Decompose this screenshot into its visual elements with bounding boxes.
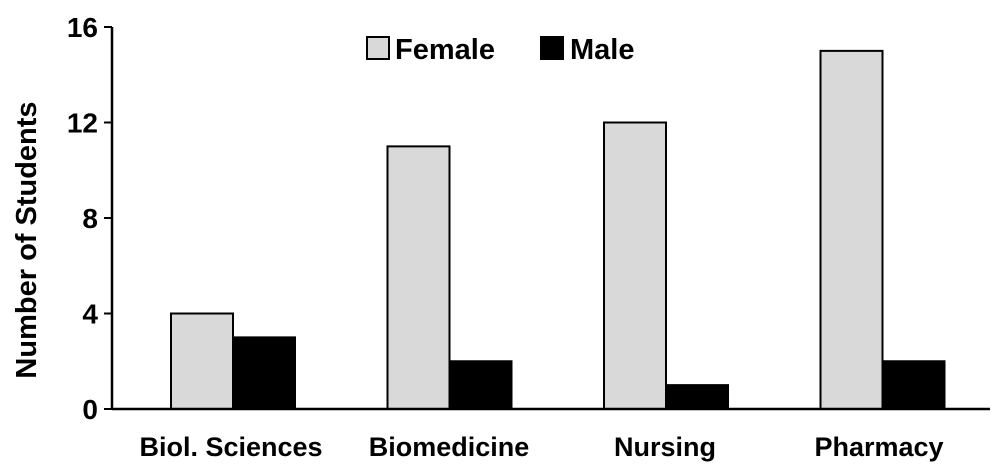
x-tick-label: Biol. Sciences [139, 432, 322, 462]
bar-male-2 [665, 384, 729, 410]
bar-female-3 [819, 49, 884, 410]
axes [110, 27, 990, 411]
y-axis-title-group: Number of Students [11, 101, 43, 378]
bar-female-2 [603, 121, 667, 410]
bar-male-1 [448, 360, 513, 410]
y-axis-ticks: 0 4 8 12 16 [67, 12, 112, 425]
y-tick-label: 8 [82, 203, 98, 234]
y-tick-label: 4 [82, 299, 98, 330]
y-tick-label: 16 [67, 12, 98, 43]
bar-male-0 [232, 336, 296, 410]
x-tick-label: Nursing [614, 432, 716, 462]
x-axis-labels: Biol. Sciences Biomedicine Nursing Pharmacy [139, 432, 943, 462]
y-axis-title: Number of Students [11, 101, 43, 378]
bar-female-1 [386, 145, 451, 410]
bar-female-0 [170, 312, 234, 410]
legend-label-female: Female [395, 34, 495, 66]
bar-male-3 [881, 360, 946, 410]
y-tick-label: 12 [67, 108, 98, 139]
bars [170, 49, 946, 410]
legend-swatch-male [540, 36, 564, 60]
legend: Female Male [366, 34, 634, 66]
legend-label-male: Male [570, 34, 634, 66]
x-tick-label: Biomedicine [369, 432, 530, 462]
y-tick-label: 0 [82, 394, 98, 425]
legend-swatch-female [366, 36, 390, 60]
x-tick-label: Pharmacy [814, 432, 943, 462]
